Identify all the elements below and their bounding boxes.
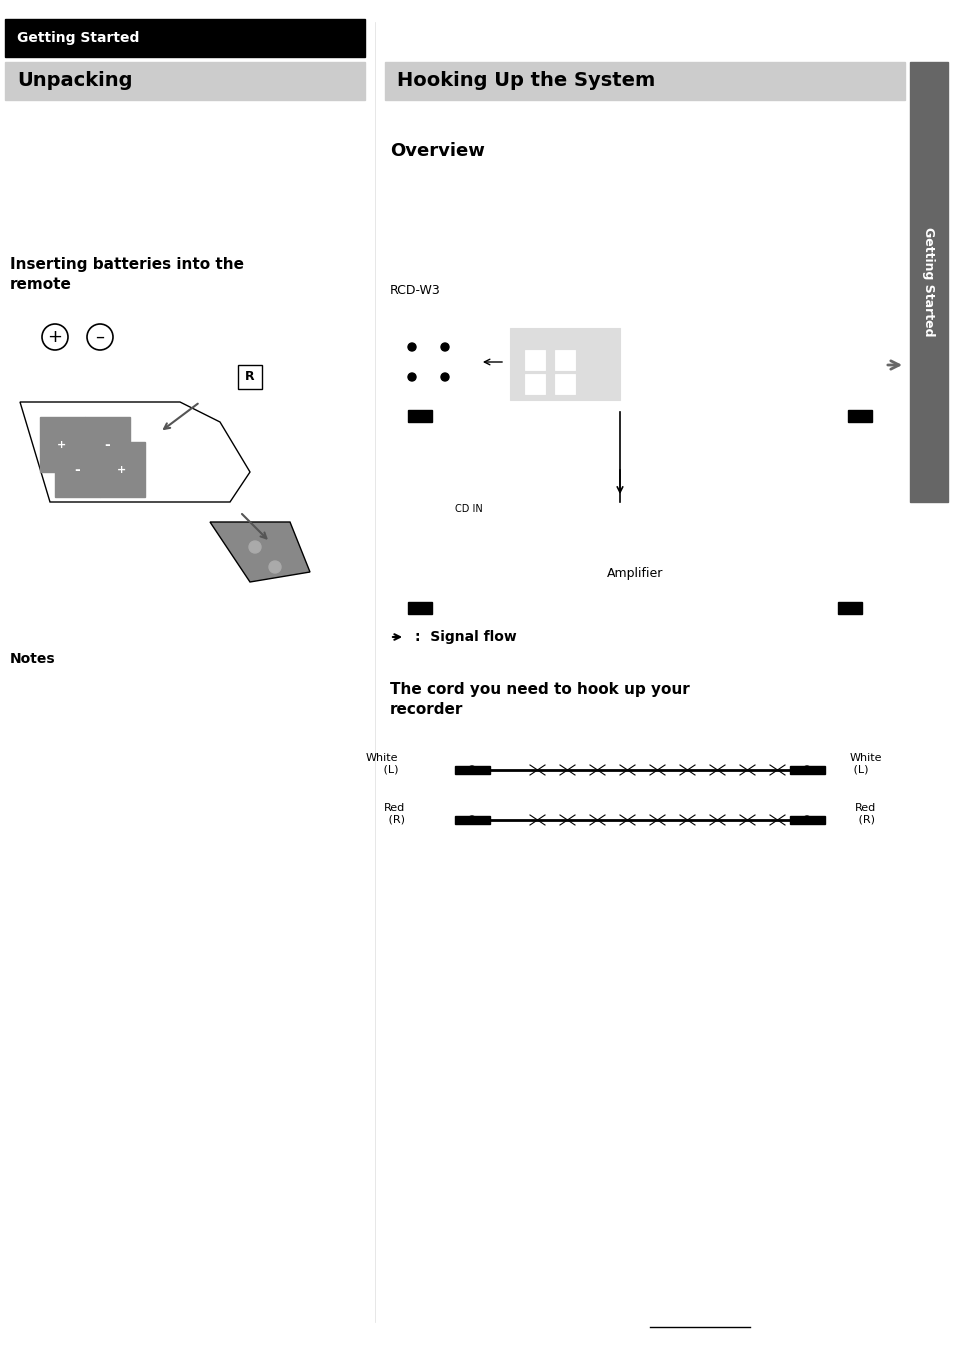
- Bar: [408, 602, 432, 614]
- Bar: [510, 329, 619, 400]
- Text: White
 (L): White (L): [365, 753, 397, 775]
- Circle shape: [269, 561, 281, 573]
- Text: -: -: [104, 438, 110, 452]
- Bar: [524, 350, 544, 370]
- Bar: [395, 326, 479, 404]
- Bar: [864, 337, 884, 392]
- Circle shape: [802, 817, 810, 823]
- Bar: [847, 410, 871, 422]
- Circle shape: [435, 337, 455, 357]
- Circle shape: [249, 541, 261, 553]
- Bar: [789, 767, 824, 773]
- Polygon shape: [210, 522, 310, 581]
- Bar: [455, 817, 490, 823]
- Bar: [85, 416, 130, 472]
- Text: –: –: [95, 329, 105, 346]
- Bar: [100, 442, 145, 498]
- Text: Getting Started: Getting Started: [922, 227, 935, 337]
- Bar: [390, 521, 879, 602]
- Text: Inserting batteries into the
remote: Inserting batteries into the remote: [10, 257, 244, 292]
- Text: Red
 (R): Red (R): [854, 803, 876, 825]
- Text: +: +: [117, 465, 127, 475]
- Text: CD IN: CD IN: [455, 504, 482, 514]
- Text: -: -: [74, 462, 80, 477]
- FancyArrow shape: [385, 631, 417, 642]
- Bar: [555, 375, 575, 393]
- Bar: [909, 62, 947, 502]
- Circle shape: [468, 767, 476, 773]
- Bar: [5, 62, 365, 100]
- Text: The cord you need to hook up your
recorder: The cord you need to hook up your record…: [390, 681, 689, 717]
- Circle shape: [408, 373, 416, 381]
- Bar: [237, 365, 262, 389]
- Bar: [837, 602, 862, 614]
- Text: Getting Started: Getting Started: [17, 31, 139, 45]
- Bar: [5, 19, 365, 57]
- Text: RCD-W3: RCD-W3: [390, 284, 440, 297]
- Bar: [55, 442, 100, 498]
- Bar: [524, 375, 544, 393]
- Circle shape: [435, 366, 455, 387]
- Bar: [390, 316, 889, 412]
- Bar: [789, 817, 824, 823]
- Text: Unpacking: Unpacking: [17, 72, 132, 91]
- Bar: [408, 410, 432, 422]
- Bar: [455, 767, 490, 773]
- Text: Overview: Overview: [390, 142, 484, 160]
- Circle shape: [401, 366, 421, 387]
- Bar: [40, 416, 85, 472]
- Bar: [385, 62, 904, 100]
- Text: :  Signal flow: : Signal flow: [415, 630, 517, 644]
- Circle shape: [440, 373, 449, 381]
- Text: +: +: [48, 329, 63, 346]
- Circle shape: [401, 337, 421, 357]
- Text: Notes: Notes: [10, 652, 55, 667]
- Circle shape: [408, 343, 416, 352]
- Text: White
 (L): White (L): [849, 753, 882, 775]
- Circle shape: [802, 767, 810, 773]
- Text: +: +: [57, 439, 67, 450]
- Text: Hooking Up the System: Hooking Up the System: [396, 72, 655, 91]
- Circle shape: [440, 343, 449, 352]
- Circle shape: [468, 817, 476, 823]
- Text: R: R: [245, 370, 254, 384]
- Text: Amplifier: Amplifier: [606, 568, 662, 580]
- Text: Red
 (R): Red (R): [383, 803, 405, 825]
- Bar: [555, 350, 575, 370]
